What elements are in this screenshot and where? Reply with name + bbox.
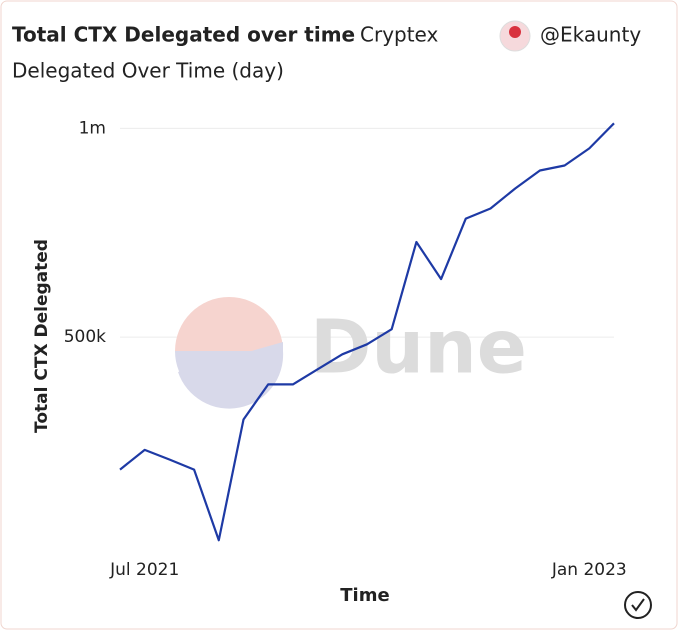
avatar-detail: [509, 26, 521, 38]
y-tick-label: 1m: [79, 118, 106, 138]
chart-title: Total CTX Delegated over time: [12, 23, 355, 47]
project: Cryptex: [360, 23, 439, 47]
check-mark: [631, 598, 645, 612]
data-line: [119, 122, 615, 542]
watermark: Dune: [310, 305, 527, 391]
author: @Ekaunty: [540, 23, 641, 47]
watermark-logo: [175, 297, 284, 409]
y-tick-label: 500k: [64, 327, 106, 347]
x-axis-label: Time: [340, 585, 389, 606]
x-tick-label: Jul 2021: [109, 560, 179, 580]
check-icon[interactable]: [624, 591, 652, 619]
x-tick-label: Jan 2023: [551, 560, 627, 580]
y-axis-label: Total CTX Delegated: [32, 239, 52, 433]
chart-subtitle: Delegated Over Time (day): [12, 59, 284, 83]
